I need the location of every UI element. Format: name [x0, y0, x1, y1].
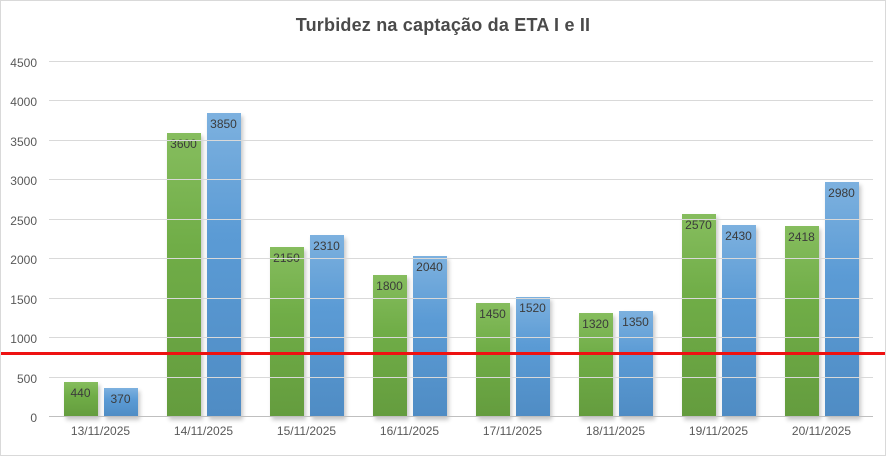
- bar-value-label: 2570: [685, 218, 712, 233]
- bar-group: 2418 2980: [770, 62, 873, 417]
- y-axis-tick-label: 1500: [10, 292, 37, 307]
- y-axis: 0 500 1000 1500 2000 2500 3000 3500 4000 4500: [1, 57, 43, 424]
- x-axis-category-label: 19/11/2025: [688, 424, 749, 438]
- bar-blue: 1350: [618, 310, 653, 417]
- bar-value-label: 3850: [210, 117, 237, 132]
- bar-groups: 440 370 3600 3850 2150 2310 1800 2040 1450 1520 13…: [49, 62, 873, 417]
- bar-group: 2570 2430: [667, 62, 770, 417]
- y-axis-tick-label: 3500: [10, 134, 37, 149]
- x-axis-category-label: 17/11/2025: [482, 424, 543, 438]
- bar-value-label: 2980: [828, 185, 855, 200]
- bar-value-label: 1320: [582, 316, 609, 331]
- bar-green: 1320: [578, 312, 613, 417]
- y-axis-tick-label: 500: [16, 371, 37, 386]
- reference-line: [1, 352, 885, 356]
- gridline-4500: [49, 61, 873, 62]
- gridline-2000: [49, 258, 873, 260]
- x-axis-category-label: 18/11/2025: [585, 424, 646, 438]
- y-axis-tick-label: 1000: [10, 332, 37, 347]
- chart-title: Turbidez na captação da ETA I e II: [295, 15, 591, 35]
- bar-value-label: 1800: [376, 279, 403, 293]
- bar-value-label: 1450: [479, 306, 506, 321]
- gridline-3500: [49, 139, 873, 141]
- gridline-3000: [49, 179, 873, 181]
- bar-green: 2150: [269, 247, 304, 417]
- bar-blue: 370: [103, 387, 138, 417]
- gridline-500: [49, 376, 873, 378]
- y-axis-tick-label: 4500: [10, 56, 37, 70]
- bar-value-label: 370: [110, 391, 131, 406]
- gridline-1000: [49, 337, 873, 339]
- bar-group: 3600 3850: [152, 62, 255, 417]
- y-axis-tick-label: 3000: [10, 174, 37, 189]
- bar-value-label: 2418: [788, 230, 815, 245]
- bar-blue: 2040: [412, 256, 447, 417]
- bar-green: 1800: [372, 275, 407, 417]
- bar-group: 1800 2040: [358, 62, 461, 417]
- bar-group: 1320 1350: [564, 62, 667, 417]
- bar-green: 2418: [784, 226, 819, 417]
- gridline-0: [49, 416, 873, 417]
- bar-green: 1450: [475, 302, 510, 417]
- x-axis: 13/11/2025 14/11/2025 15/11/2025 16/11/2025…: [49, 424, 873, 438]
- bar-group: 1450 1520: [461, 62, 564, 417]
- bar-value-label: 3600: [170, 137, 197, 151]
- bar-value-label: 2310: [313, 238, 340, 253]
- y-axis-tick-label: 4000: [10, 95, 37, 110]
- bar-green: 2570: [681, 214, 716, 417]
- y-axis-tick-label: 0: [30, 411, 37, 425]
- gridline-4000: [49, 100, 873, 102]
- bar-value-label: 1520: [519, 301, 546, 316]
- gridline-1500: [49, 297, 873, 299]
- y-axis-tick-label: 2000: [10, 253, 37, 268]
- bar-value-label: 2040: [416, 260, 443, 275]
- bar-value-label: 440: [70, 386, 91, 401]
- bar-blue: 2980: [824, 181, 859, 417]
- x-axis-category-label: 20/11/2025: [791, 424, 852, 438]
- bar-value-label: 2430: [725, 229, 752, 244]
- x-axis-category-label: 14/11/2025: [173, 424, 234, 438]
- bar-blue: 2430: [721, 225, 756, 417]
- bar-blue: 3850: [206, 113, 241, 417]
- bar-group: 2150 2310: [255, 62, 358, 417]
- x-axis-category-label: 13/11/2025: [70, 424, 131, 438]
- bar-green: 3600: [166, 133, 201, 417]
- bar-group: 440 370: [49, 62, 152, 417]
- bar-blue: 2310: [309, 234, 344, 417]
- y-axis-tick-label: 2500: [10, 213, 37, 228]
- plot-area: 440 370 3600 3850 2150 2310 1800 2040 1450 1520 13…: [49, 61, 873, 417]
- x-axis-category-label: 16/11/2025: [379, 424, 440, 438]
- bar-green: 440: [63, 382, 98, 417]
- x-axis-category-label: 15/11/2025: [276, 424, 337, 438]
- bar-blue: 1520: [515, 297, 550, 417]
- gridline-2500: [49, 218, 873, 220]
- bar-value-label: 1350: [622, 314, 649, 329]
